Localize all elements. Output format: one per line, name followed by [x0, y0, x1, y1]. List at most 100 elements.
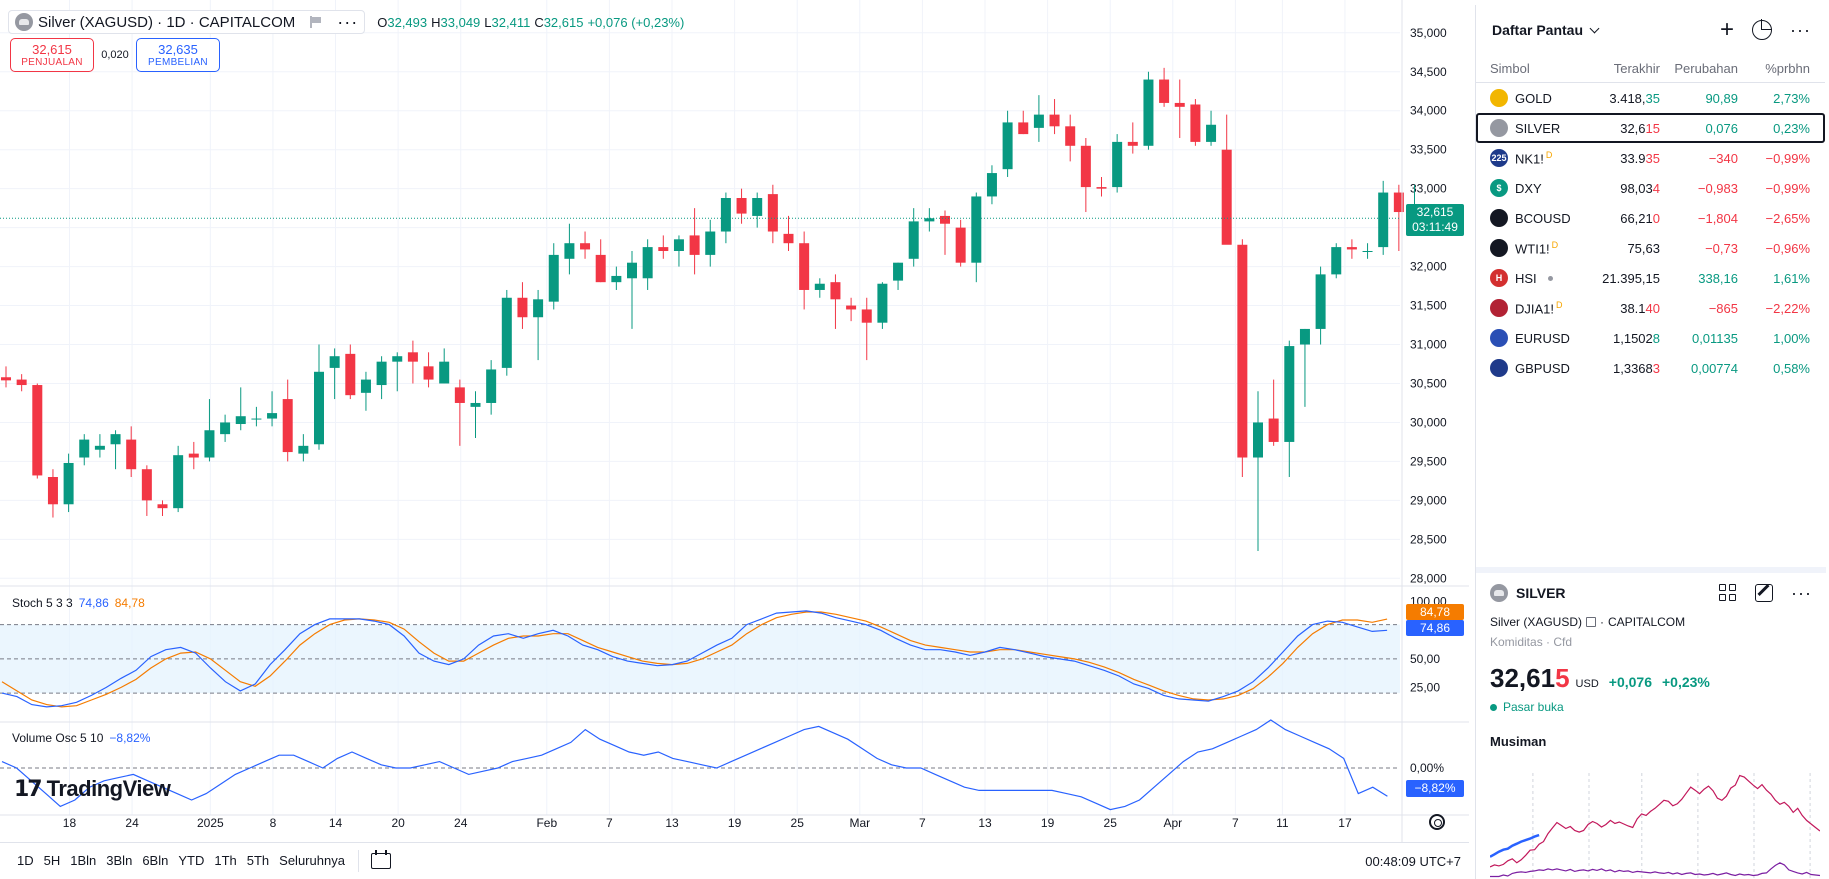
volume-osc-legend[interactable]: Volume Osc 5 10 −8,82% [12, 731, 150, 745]
candle-body [642, 247, 653, 279]
details-symbol[interactable]: SILVER [1516, 585, 1566, 601]
tradingview-logo[interactable]: 17 TradingView [14, 776, 171, 802]
seasonal-line [1490, 862, 1820, 878]
external-link-icon[interactable] [1586, 617, 1597, 627]
time-axis-label: 25 [791, 816, 805, 830]
candle-body [470, 402, 481, 407]
stoch-legend[interactable]: Stoch 5 3 3 74,86 84,78 [12, 596, 145, 610]
candle-body [1065, 126, 1076, 146]
col-change[interactable]: Perubahan [1674, 61, 1738, 76]
gear-icon[interactable] [1429, 814, 1445, 830]
row-pct: 2,73% [1773, 90, 1810, 106]
price-axis-label: 28,000 [1410, 571, 1447, 585]
more-icon[interactable]: ··· [337, 12, 359, 32]
watchlist-row-hsi[interactable]: H HSI 21.395,15 338,16 1,61% [1476, 263, 1825, 293]
market-closed-dot [1547, 275, 1553, 281]
sell-button[interactable]: 32,615 PENJUALAN [10, 38, 94, 72]
candle-body [767, 194, 778, 232]
candle-body [658, 247, 669, 251]
flag-icon[interactable] [310, 16, 322, 28]
edit-icon[interactable] [1755, 584, 1774, 602]
watchlist-row-silver[interactable]: SILVER 32,615 0,076 0,23% [1476, 113, 1825, 143]
row-symbol-label: EURUSD [1515, 330, 1570, 346]
candle-body [517, 297, 528, 318]
time-axis-label: 7 [919, 816, 926, 830]
range-1d[interactable]: 1D [17, 853, 34, 868]
watchlist-title[interactable]: Daftar Pantau [1492, 22, 1584, 38]
candle-body [1174, 102, 1185, 107]
advanced-view-icon[interactable] [1752, 19, 1773, 40]
volume-osc-line [1, 719, 1388, 811]
candle-body [893, 262, 904, 281]
candle-body [1190, 104, 1201, 142]
candle-body [986, 173, 997, 197]
bottom-toolbar: 1D 5H 1Bln 3Bln 6Bln YTD 1Th 5Th Seluruh… [0, 842, 1469, 879]
add-symbol-icon[interactable]: + [1720, 16, 1735, 43]
details-name[interactable]: Silver (XAGUSD) [1490, 615, 1583, 629]
candle-body [1378, 192, 1389, 248]
candle-body [752, 198, 763, 216]
range-ytd[interactable]: YTD [178, 853, 205, 868]
symbol-search-button[interactable]: Silver (XAGUSD) · 1D · CAPITALCOM ··· [8, 10, 366, 34]
watchlist-row-wti1[interactable]: WTI1! D 75,63 −0,73 −0,96% [1476, 233, 1825, 263]
clock[interactable]: 00:48:09 UTC+7 [1365, 853, 1461, 869]
row-symbol-label: DXY [1515, 180, 1542, 196]
row-last: 32,615 [1620, 120, 1660, 136]
row-symbol-label: HSI [1515, 270, 1537, 286]
col-symbol[interactable]: Simbol [1490, 61, 1530, 76]
row-symbol: 225 NK1! D [1490, 149, 1580, 167]
candle-body [407, 352, 418, 362]
range-6m[interactable]: 6Bln [142, 853, 169, 868]
range-all[interactable]: Seluruhnya [279, 853, 345, 868]
row-last: 38.140 [1620, 300, 1660, 316]
col-last[interactable]: Terakhir [1613, 61, 1660, 76]
more-icon[interactable]: ··· [1791, 583, 1812, 603]
watchlist-row-gbpusd[interactable]: GBPUSD 1,33683 0,00774 0,58% [1476, 353, 1825, 383]
row-symbol-label: GBPUSD [1515, 360, 1570, 376]
candle-body [1112, 141, 1123, 188]
seasonal-chart[interactable] [1490, 773, 1820, 879]
calendar-goto-icon[interactable] [370, 850, 391, 869]
candle-body [126, 439, 137, 470]
chart-panel[interactable]: 35,00034,50034,00033,50033,00032,50032,0… [0, 0, 1469, 879]
row-change: 0,00774 [1691, 360, 1738, 376]
more-icon[interactable]: ··· [1790, 20, 1811, 40]
candle-body [1284, 346, 1295, 442]
row-symbol: BCOUSD [1490, 209, 1580, 227]
time-axis-label: Apr [1163, 816, 1182, 830]
range-1m[interactable]: 1Bln [70, 853, 97, 868]
candle-body [1331, 247, 1342, 275]
col-pct[interactable]: %prbhn [1765, 61, 1810, 76]
stoch-k-value: 74,86 [78, 596, 109, 610]
price-axis-label: 31,500 [1410, 299, 1447, 313]
candle-body [971, 196, 982, 263]
candle-body [564, 243, 575, 259]
row-symbol: SILVER [1490, 119, 1580, 137]
time-axis-label: 2025 [197, 816, 224, 830]
watchlist-row-dxy[interactable]: $ DXY 98,034 −0,983 −0,99% [1476, 173, 1825, 203]
watchlist-row-djia1[interactable]: DJIA1! D 38.140 −865 −2,22% [1476, 293, 1825, 323]
candle-body [908, 221, 919, 259]
layout-grid-icon[interactable] [1719, 584, 1737, 602]
chevron-down-icon[interactable] [1589, 23, 1600, 33]
candle-body [1315, 274, 1326, 329]
watchlist-row-eurusd[interactable]: EURUSD 1,15028 0,01135 1,00% [1476, 323, 1825, 353]
panel-divider[interactable] [1476, 567, 1826, 573]
watchlist-row-gold[interactable]: GOLD 3.418,35 90,89 2,73% [1476, 83, 1825, 113]
range-5y[interactable]: 5Th [246, 853, 270, 868]
chart-canvas[interactable]: 35,00034,50034,00033,50033,00032,50032,0… [0, 0, 1469, 842]
row-symbol: H HSI [1490, 269, 1580, 287]
buy-button[interactable]: 32,635 PEMBELIAN [136, 38, 220, 72]
candle-body [251, 418, 262, 420]
time-axis-label: 13 [665, 816, 679, 830]
nk-icon: 225 [1490, 149, 1508, 167]
candle-body [846, 305, 857, 310]
candle-body [439, 361, 450, 384]
price-axis-label: 30,000 [1410, 415, 1447, 429]
range-3m[interactable]: 3Bln [106, 853, 133, 868]
range-5d[interactable]: 5H [43, 853, 61, 868]
watchlist-row-bcousd[interactable]: BCOUSD 66,210 −1,804 −2,65% [1476, 203, 1825, 233]
time-axis-label: 18 [63, 816, 77, 830]
range-1y[interactable]: 1Th [214, 853, 237, 868]
watchlist-row-nk1[interactable]: 225 NK1! D 33.935 −340 −0,99% [1476, 143, 1825, 173]
